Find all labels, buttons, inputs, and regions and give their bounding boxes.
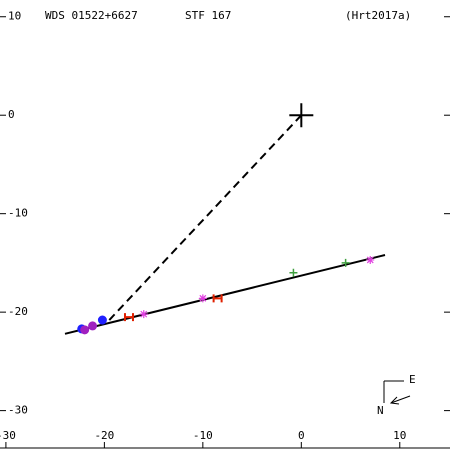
point bbox=[289, 268, 298, 277]
y-tick-label: -20 bbox=[8, 305, 28, 318]
dashed-line bbox=[108, 114, 303, 321]
x-tick-label: -20 bbox=[94, 429, 114, 442]
point bbox=[139, 310, 148, 319]
y-tick-label: -30 bbox=[8, 404, 28, 417]
compass-north-label: N bbox=[377, 404, 384, 417]
x-tick-label: -30 bbox=[0, 429, 16, 442]
fit-line bbox=[64, 254, 386, 335]
x-tick-label: 10 bbox=[393, 429, 406, 442]
y-tick-label: 0 bbox=[8, 108, 15, 121]
reference: (Hrt2017a) bbox=[345, 9, 411, 22]
y-tick-label: 10 bbox=[8, 10, 21, 23]
x-tick-label: -10 bbox=[193, 429, 213, 442]
chart-title: WDS 01522+6627 bbox=[45, 9, 138, 22]
y-tick-label: -10 bbox=[8, 207, 28, 220]
point bbox=[123, 313, 134, 322]
point bbox=[212, 294, 223, 303]
point bbox=[366, 255, 375, 264]
point bbox=[80, 325, 90, 335]
arrow-head bbox=[389, 396, 400, 405]
x-tick-label: 0 bbox=[298, 429, 305, 442]
point bbox=[97, 315, 107, 325]
compass bbox=[383, 380, 411, 405]
point bbox=[198, 294, 207, 303]
point bbox=[341, 258, 350, 267]
point bbox=[88, 321, 98, 331]
motion-arrow bbox=[390, 395, 411, 404]
chart-subtitle: STF 167 bbox=[185, 9, 231, 22]
primary-marker bbox=[289, 103, 314, 128]
compass-east-label: E bbox=[409, 373, 416, 386]
